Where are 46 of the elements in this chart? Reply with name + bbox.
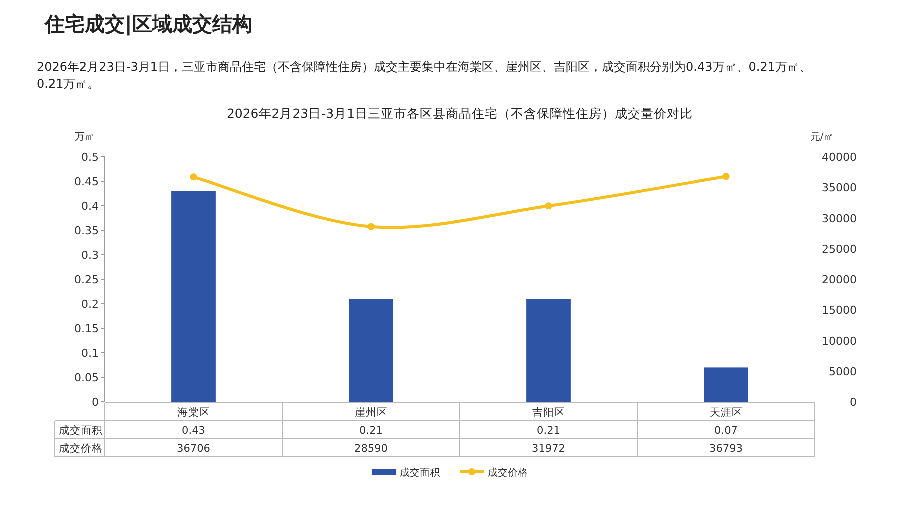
data-label: 36706 [177,443,211,455]
data-label: 28590 [354,443,388,455]
bar [349,299,394,402]
y2-tick-label: 35000 [822,182,857,195]
chart-title: 2026年2月23日-3月1日三亚市各区县商品住宅（不含保障性住房）成交量价对比 [226,106,694,121]
y2-axis-title: 元/㎡ [810,132,834,143]
x-tick-label: 吉阳区 [532,406,566,419]
y-tick-label: 0.2 [82,298,99,311]
y-axis-title: 万㎡ [75,132,95,143]
point [722,173,730,180]
data-label: 36793 [710,443,743,455]
point [545,202,552,210]
y-tick-label: 0.4 [82,200,99,213]
y-tick-label: 0.3 [82,249,99,262]
y2-tick-label: 25000 [822,242,857,256]
bar [172,191,216,402]
y-tick-label: 0.35 [74,224,99,238]
y-tick-label: 0.5 [82,151,99,164]
y2-tick-label: 40000 [822,151,857,164]
bar [526,299,571,402]
data-label: 0.21 [537,425,560,437]
data-label: 31972 [532,443,566,455]
y2-tick-label: 5000 [829,365,857,378]
data-label: 0.07 [714,425,738,437]
text: 住宅成交|区域成交结构 [44,12,252,36]
y-tick-label: 0.05 [74,372,99,384]
text: 2026年2月23日-3月1日，三亚市商品住宅（不含保障性住房）成交主要集中在海棠区、崖州区、吉阳区，成交面积分别为0.43万㎡、0.21万㎡、0.21万㎡。 [37,60,812,91]
data-label: 0.43 [182,425,206,437]
y-tick-label: 0.25 [74,274,99,286]
y-tick-label: 0.1 [82,347,99,360]
y-tick-label: 0.15 [74,322,99,336]
x-tick-label: 崖州区 [354,406,388,419]
x-tick-label: 天涯区 [710,407,743,419]
y2-tick-label: 15000 [822,304,857,318]
point [368,223,375,230]
y2-tick-label: 0 [850,396,857,409]
x-tick-label: 海棠区 [177,406,210,419]
y2-tick-label: 30000 [822,212,857,226]
point [190,174,198,181]
y-tick-label: 0.45 [74,176,99,188]
bar [704,368,748,402]
y2-tick-label: 10000 [822,334,857,348]
legend-label: 成交价格 [488,467,528,479]
data-label: 0.21 [360,425,383,437]
y2-tick-label: 20000 [822,274,857,286]
legend-label: 成交面积 [400,467,440,479]
